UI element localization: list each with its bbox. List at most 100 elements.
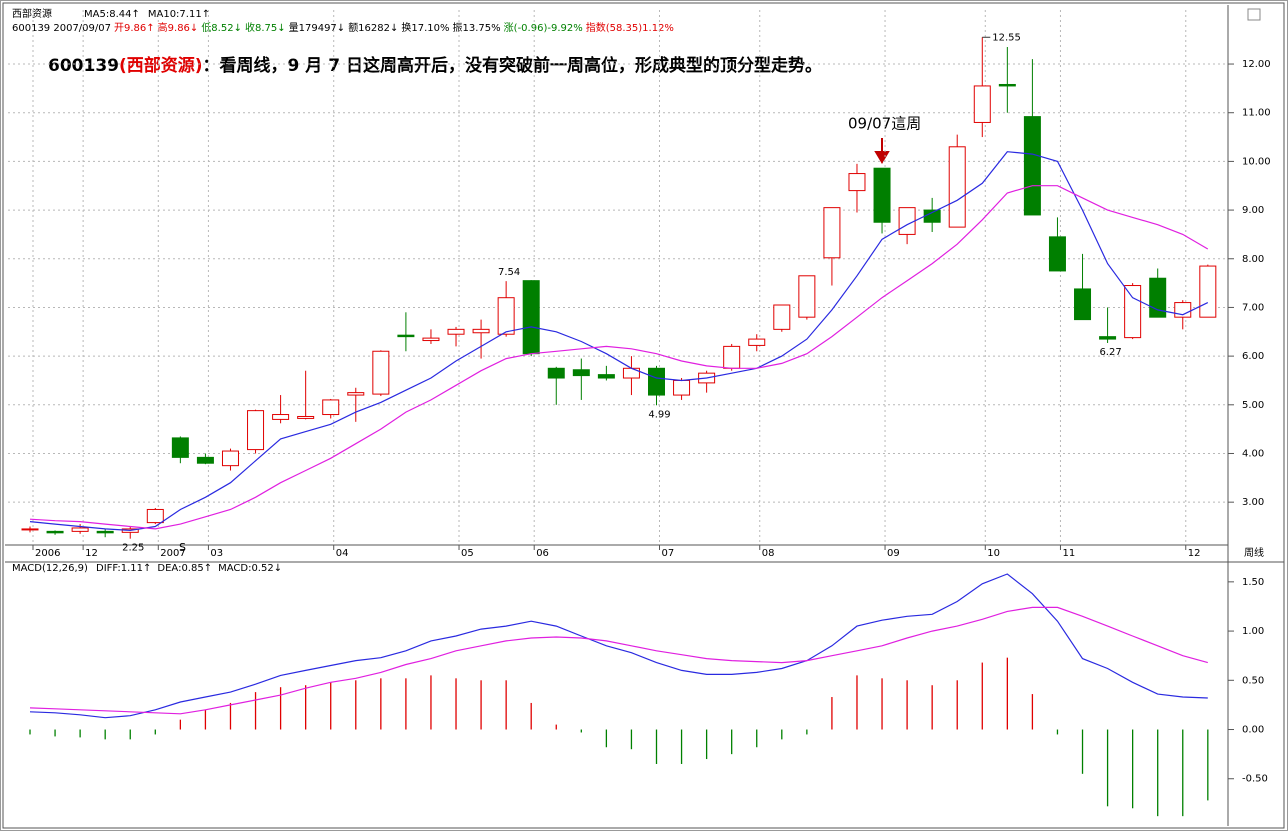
x-tick-label: 2007 [160, 548, 185, 559]
candle-body [347, 392, 365, 396]
candle-body [823, 207, 841, 259]
y-tick-label: 1.50 [1242, 577, 1264, 588]
candle-body [46, 530, 64, 534]
macd-line [29, 573, 1208, 719]
candle-body [96, 530, 114, 534]
macd-title: MACD(12,26,9) [12, 563, 88, 574]
candle-body [748, 338, 766, 346]
candle-body [673, 379, 691, 396]
info-item: 量179497↓ [289, 22, 346, 34]
x-tick-label: 06 [536, 548, 549, 559]
y-tick-label: 0.50 [1242, 675, 1264, 686]
candle-body [948, 146, 966, 228]
signal: S [179, 541, 186, 554]
y-tick-label: 11.00 [1242, 108, 1271, 119]
candle-body [547, 367, 565, 379]
x-tick-label: 09 [887, 548, 900, 559]
x-tick-label: 03 [210, 548, 223, 559]
y-tick-label: 3.00 [1242, 497, 1264, 508]
x-tick-label: 08 [762, 548, 775, 559]
candle-body [1048, 236, 1066, 272]
value-label: 12.55 [992, 32, 1021, 43]
candle-body [447, 328, 465, 335]
y-tick-label: -0.50 [1242, 774, 1268, 785]
candle-body [723, 345, 741, 369]
value-label: 6.27 [1099, 347, 1121, 358]
legend-item: DIFF:1.11↑ [96, 563, 151, 574]
candle-body [973, 85, 991, 123]
candle-body [71, 527, 89, 532]
annotation: 600139(西部资源)：看周线，9 月 7 日这周高开后，没有突破前一周高位，… [48, 55, 822, 76]
x-tick-label: 04 [336, 548, 349, 559]
annotation-part: (西部资源) [119, 55, 203, 76]
candle-body [196, 456, 214, 464]
candle-body [572, 369, 590, 377]
candle-body [1199, 265, 1217, 318]
x-tick-label: 12 [1188, 548, 1201, 559]
info-item: 高9.86↓ [158, 21, 199, 34]
info-line: 600139 2007/09/07 开9.86↑ 高9.86↓ 低8.52↓ 收8.75… [12, 21, 674, 34]
info-item: 振13.75% [453, 21, 501, 34]
legend-item: MA5:8.44↑ [84, 9, 140, 20]
value-label: 7.54 [498, 267, 520, 278]
legend-item: MACD:0.52↓ [218, 563, 282, 574]
ma-line [29, 151, 1209, 532]
period-icon [1247, 8, 1261, 21]
y-tick-label: 12.00 [1242, 59, 1271, 70]
candle-body [21, 528, 39, 531]
info-item: 指数(58.35)1.12% [586, 21, 674, 34]
candle-body [322, 399, 340, 416]
info-item: 低8.52↓ [201, 21, 242, 34]
candle-body [773, 304, 791, 330]
candle-body [272, 414, 290, 420]
candle-body [146, 508, 164, 524]
x-tick-label: 05 [461, 548, 474, 559]
candle-body [422, 337, 440, 342]
candle-body [622, 367, 640, 379]
candle-body [998, 83, 1016, 87]
candle-body [372, 350, 390, 395]
y-tick-label: 6.00 [1242, 351, 1264, 362]
y-tick-label: 7.00 [1242, 302, 1264, 313]
chart-title: 西部资源 [12, 7, 52, 20]
candle-body [898, 207, 916, 235]
candle-body [873, 167, 891, 223]
candle-body [1124, 285, 1142, 339]
callout: 09/07這周 [848, 115, 921, 133]
info-item: 涨(-0.96)-9.92% [504, 22, 583, 34]
y-tick-label: 0.00 [1242, 725, 1264, 736]
candle-body [221, 450, 239, 467]
candle-body [472, 328, 490, 334]
candle-body [648, 367, 665, 396]
y-tick-label: 5.00 [1242, 400, 1264, 411]
candle-body [522, 280, 540, 355]
y-tick-label: 9.00 [1242, 205, 1264, 216]
candle-body [848, 173, 866, 192]
candle-body [297, 415, 315, 419]
info-item: 收8.75↓ [245, 21, 286, 34]
y-tick-label: 10.00 [1242, 156, 1271, 167]
ma-line [29, 185, 1209, 530]
info-item: 额16282↓ [348, 21, 398, 34]
candle-body [497, 297, 515, 335]
info-item: 600139 2007/09/07 [12, 23, 111, 34]
period-label: 周线 [1244, 546, 1264, 559]
x-tick-label: 07 [662, 548, 675, 559]
candle-body [247, 410, 265, 451]
value-label: 4.99 [648, 409, 670, 420]
y-tick-label: 8.00 [1242, 254, 1264, 265]
y-tick-label: 4.00 [1242, 448, 1264, 459]
x-tick-label: 11 [1062, 548, 1075, 559]
y-tick-label: 1.00 [1242, 626, 1264, 637]
x-tick-label: 2006 [35, 548, 60, 559]
candle-body [1074, 288, 1092, 321]
info-item: 开9.86↑ [114, 23, 155, 34]
candle-body [798, 275, 816, 318]
x-tick-label: 10 [987, 548, 1000, 559]
value-label: 2.25 [122, 543, 144, 554]
candle-body [1099, 336, 1117, 340]
candle-body [1023, 116, 1041, 216]
